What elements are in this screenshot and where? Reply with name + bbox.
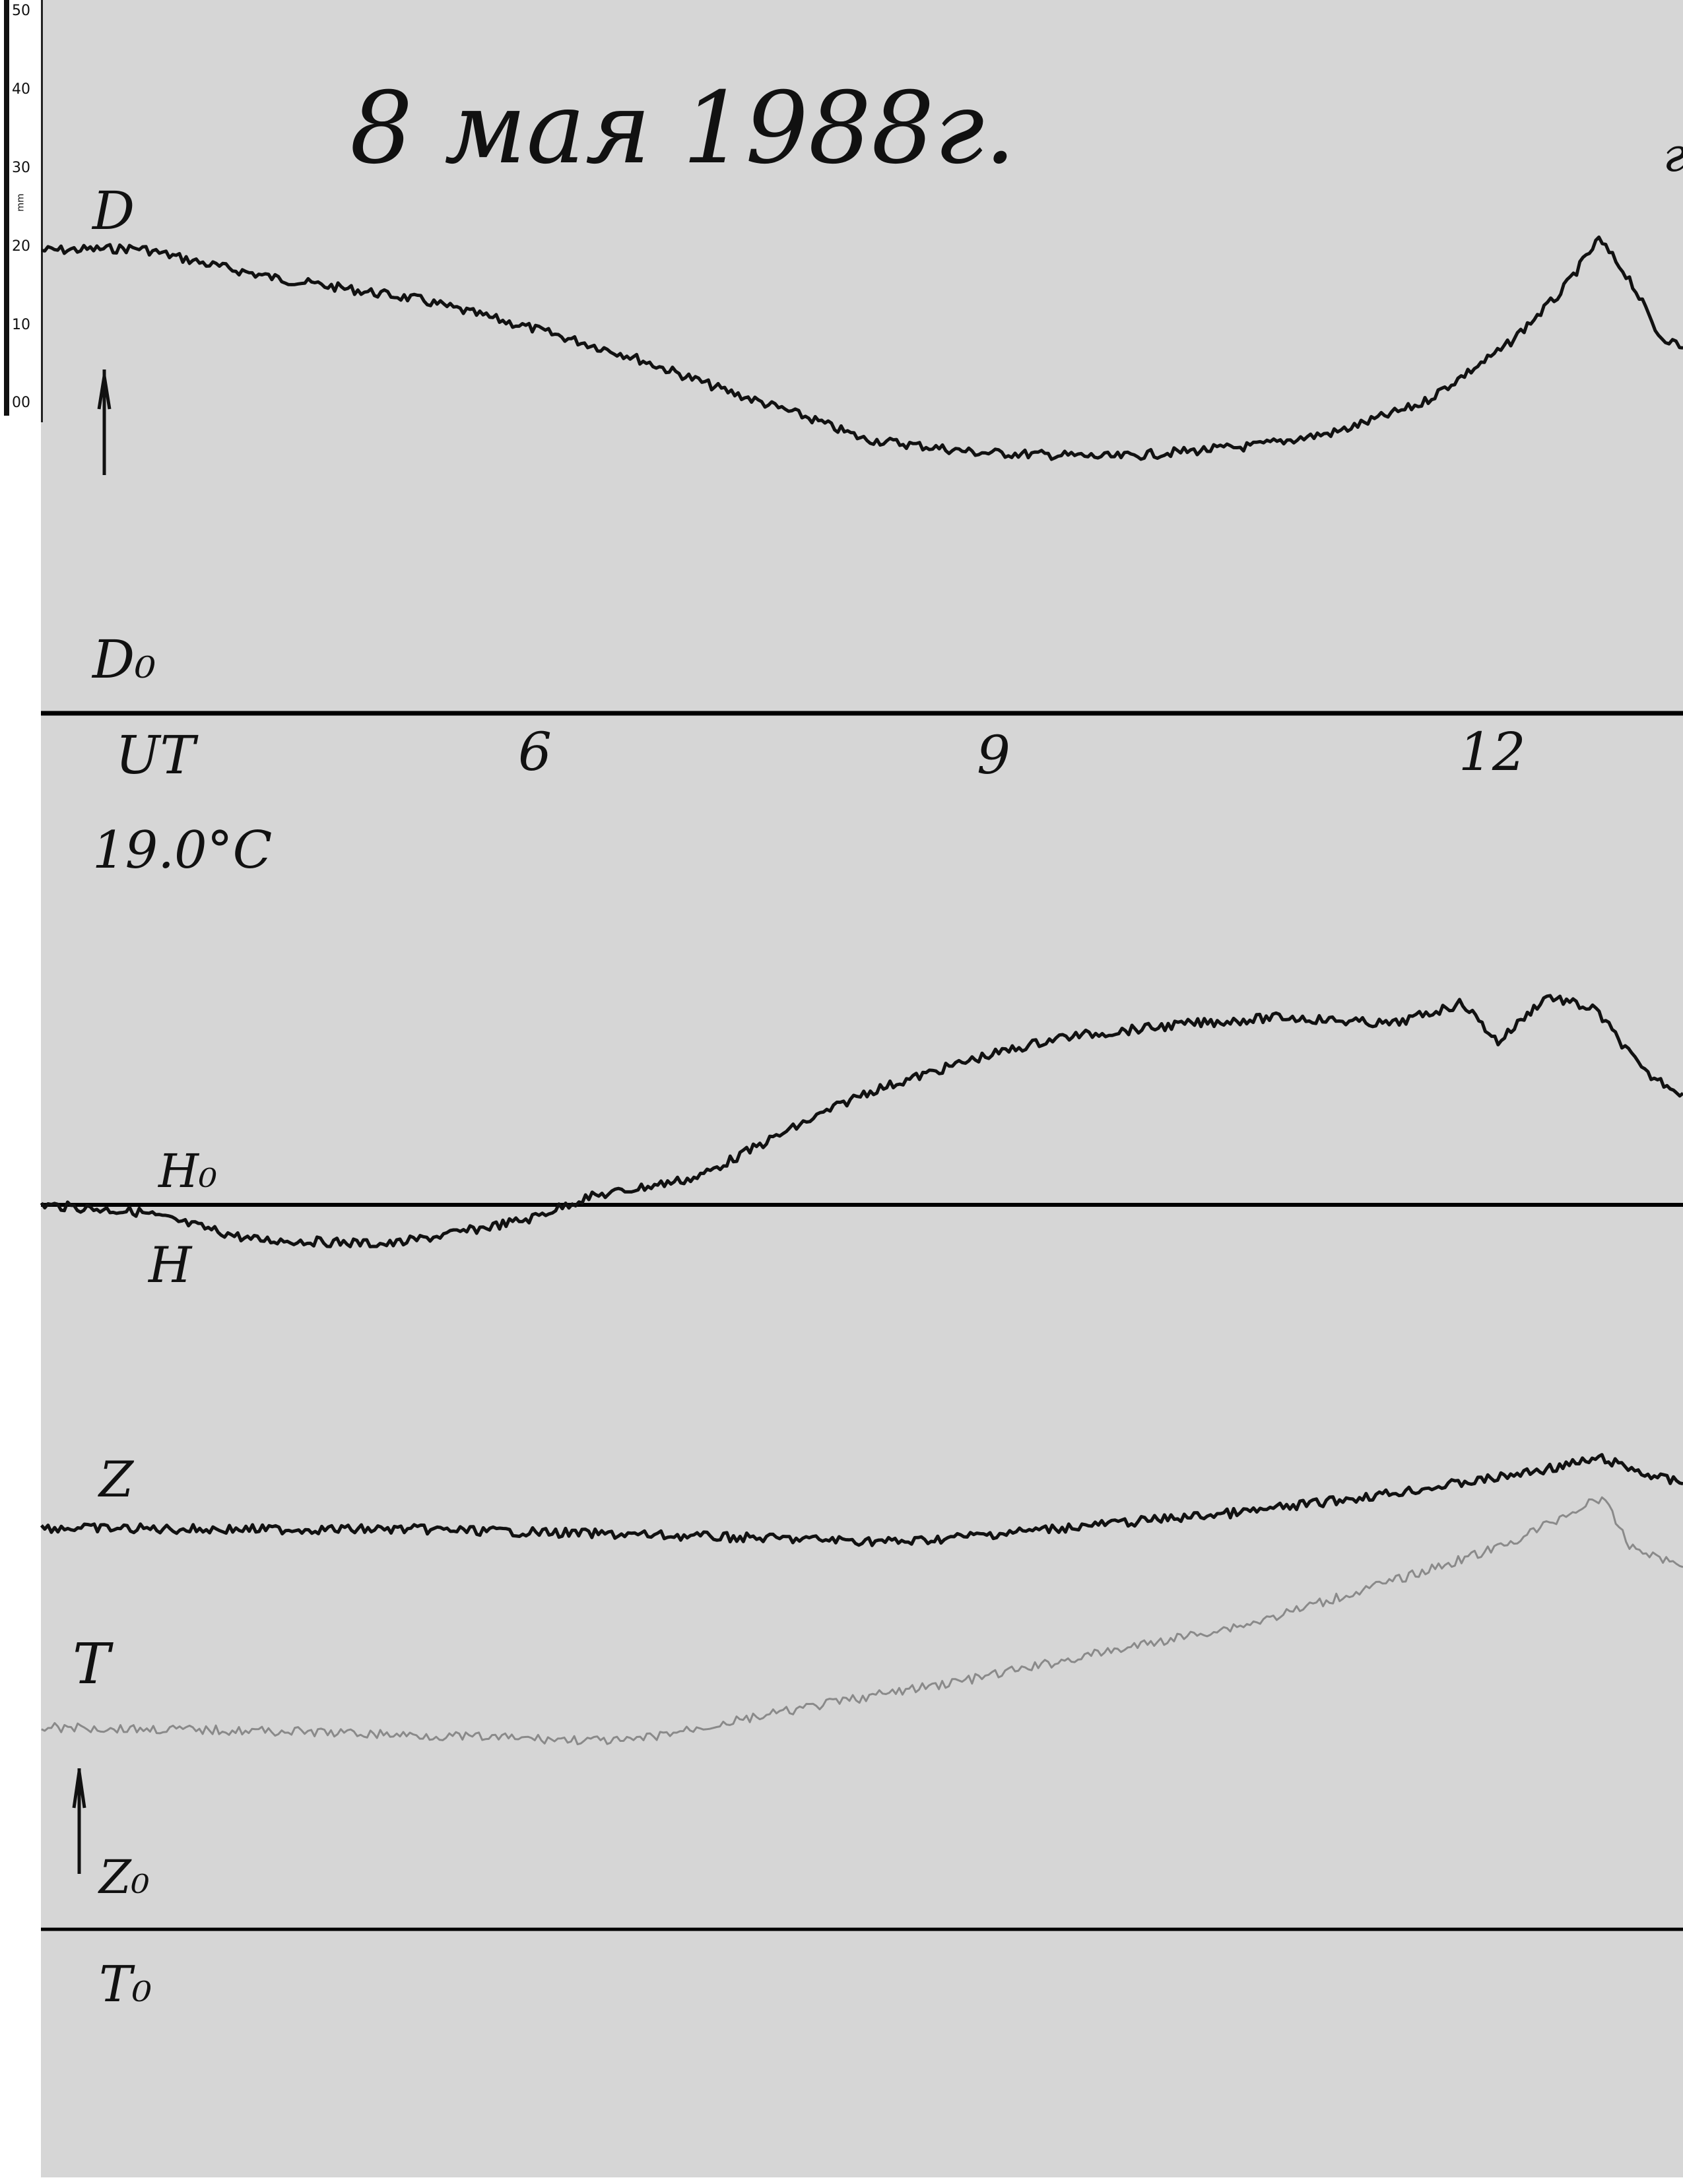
- chart-title: 8 мая 1988г.: [350, 71, 1016, 186]
- label-d0: D₀: [92, 629, 156, 690]
- trace-h: [40, 994, 1683, 1248]
- label-t0: T₀: [99, 1955, 152, 2013]
- label-z0: Z₀: [99, 1850, 150, 1904]
- mm-ruler: 50 40 30 mm 20 10 00: [0, 0, 43, 422]
- x-tick-9: 9: [977, 724, 1010, 786]
- trace-d: [41, 235, 1683, 461]
- temperature-label: 19.0°C: [92, 821, 273, 880]
- x-tick-6: 6: [518, 721, 552, 783]
- up-arrow-icon: [97, 369, 112, 475]
- ruler-tick: 40: [12, 81, 30, 98]
- ruler-tick: 20: [12, 238, 30, 255]
- ruler-tick: 30: [12, 160, 30, 176]
- chart-paper: [41, 0, 1683, 2177]
- x-tick-12: 12: [1459, 721, 1526, 783]
- up-arrow-icon: [72, 1768, 86, 1874]
- trace-z: [40, 1453, 1683, 1547]
- label-z: Z: [99, 1450, 134, 1508]
- label-h: H: [148, 1236, 192, 1294]
- ruler-tick: 10: [12, 317, 30, 333]
- ruler-tick: 00: [12, 395, 30, 411]
- ruler-tick: 50: [12, 3, 30, 19]
- label-t: T: [73, 1632, 110, 1697]
- label-h0: H₀: [158, 1144, 218, 1198]
- ruler-bar: [4, 0, 9, 416]
- trace-t: [41, 1496, 1683, 1745]
- label-ut: UT: [116, 724, 195, 786]
- corner-label: г: [1663, 132, 1683, 178]
- label-d: D: [92, 180, 135, 241]
